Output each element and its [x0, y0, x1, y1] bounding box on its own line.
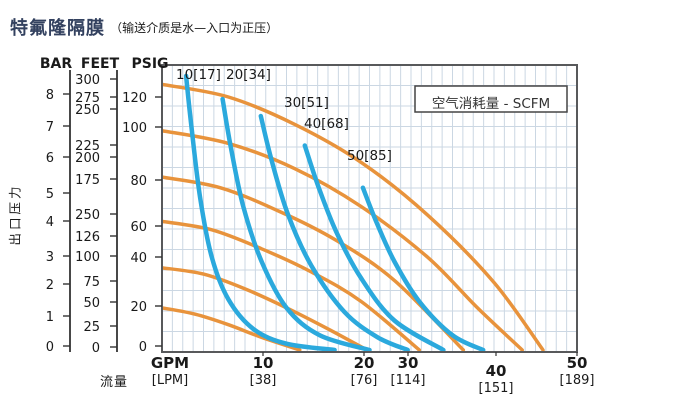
x-tick-lpm: [76] [351, 373, 378, 388]
y-scale-header: PSIG [131, 56, 168, 72]
y-tick-label: 2 [46, 278, 54, 293]
plot-frame [161, 64, 578, 353]
y-tick-label: 175 [75, 173, 100, 188]
y-tick-label: 8 [46, 88, 54, 103]
page-title: 特氟隆隔膜 （输送介质是水—入口为正压） [10, 14, 278, 40]
scfm-curve-label: 30[51] [284, 95, 329, 111]
y-tick-label: 300 [75, 73, 100, 88]
x-tick-gpm: 50 [567, 354, 588, 372]
y-tick-label: 225 [75, 139, 100, 154]
y-scale-header: BAR [40, 56, 73, 72]
y-tick-label: 250 [75, 208, 100, 223]
scfm-curve-label: 10[17] [176, 67, 221, 83]
legend-box [414, 85, 568, 113]
scfm-curve-label: 20[34] [226, 67, 271, 83]
y-tick-label: 0 [92, 341, 100, 356]
y-tick-label: 80 [130, 174, 147, 189]
x-tick-lpm: [114] [391, 373, 426, 388]
x-tick-gpm: 30 [398, 354, 419, 372]
x-tick-gpm: 20 [354, 354, 375, 372]
x-tick-gpm: 40 [486, 362, 507, 380]
legend: 空气消耗量 - SCFM [414, 85, 568, 113]
y-tick-label: 6 [46, 151, 54, 166]
x-axis-flow-label: 流量 [100, 375, 129, 390]
y-tick-label: 0 [46, 340, 54, 355]
y-tick-label: 200 [75, 151, 100, 166]
scfm-curve-label: 40[68] [304, 116, 349, 132]
x-tick-gpm: 10 [253, 354, 274, 372]
y-tick-label: 75 [83, 275, 100, 290]
y-tick-label: 5 [46, 187, 54, 202]
y-tick-label: 100 [122, 121, 147, 136]
x-axis: GPM[LPM] 10[38] 20[76] 30[114] 40[151] 50[189… [151, 352, 595, 396]
y-tick-label: 50 [83, 296, 100, 311]
title-main: 特氟隆隔膜 [10, 18, 105, 39]
pressure-curve [162, 219, 422, 352]
x-unit-secondary: [LPM] [152, 373, 188, 388]
y-tick-label: 4 [46, 215, 54, 230]
y-tick-label: 126 [75, 230, 100, 245]
y-tick-label: 100 [75, 250, 100, 265]
y-tick-label: 25 [83, 320, 100, 335]
y-tick-label: 3 [46, 250, 54, 265]
y-tick-label: 120 [122, 91, 147, 106]
x-tick-lpm: [189] [560, 373, 595, 388]
y-tick-label: 1 [46, 310, 54, 325]
y-tick-label: 7 [46, 120, 54, 135]
pressure-curve [162, 266, 369, 352]
legend-label: 空气消耗量 - SCFM [432, 96, 550, 112]
y-scale-bar: BAR 8 7 6 5 4 3 2 1 0 [40, 56, 73, 355]
scfm-curve [302, 143, 446, 352]
scfm-curve [258, 113, 410, 352]
x-tick-lpm: [38] [250, 373, 277, 388]
y-scale-header: FEET [81, 56, 120, 72]
y-tick-label: 60 [130, 220, 147, 235]
pressure-curve [162, 175, 466, 352]
x-unit-primary: GPM [151, 354, 189, 372]
y-scale-psig: PSIG 120 100 80 60 40 20 0 [122, 56, 168, 355]
pressure-curve [162, 82, 545, 352]
y-tick-label: 275 [75, 91, 100, 106]
title-note: （输送介质是水—入口为正压） [110, 21, 279, 35]
scfm-curve [220, 96, 372, 352]
y-tick-label: 40 [130, 251, 147, 266]
y-tick-label: 0 [139, 340, 147, 355]
y-tick-label: 20 [130, 300, 147, 315]
x-tick-lpm: [151] [479, 381, 514, 396]
scfm-curve-label: 50[85] [347, 148, 392, 164]
scfm-curve [183, 73, 337, 352]
y-tick-label: 250 [75, 103, 100, 118]
scfm-curve [360, 185, 486, 352]
